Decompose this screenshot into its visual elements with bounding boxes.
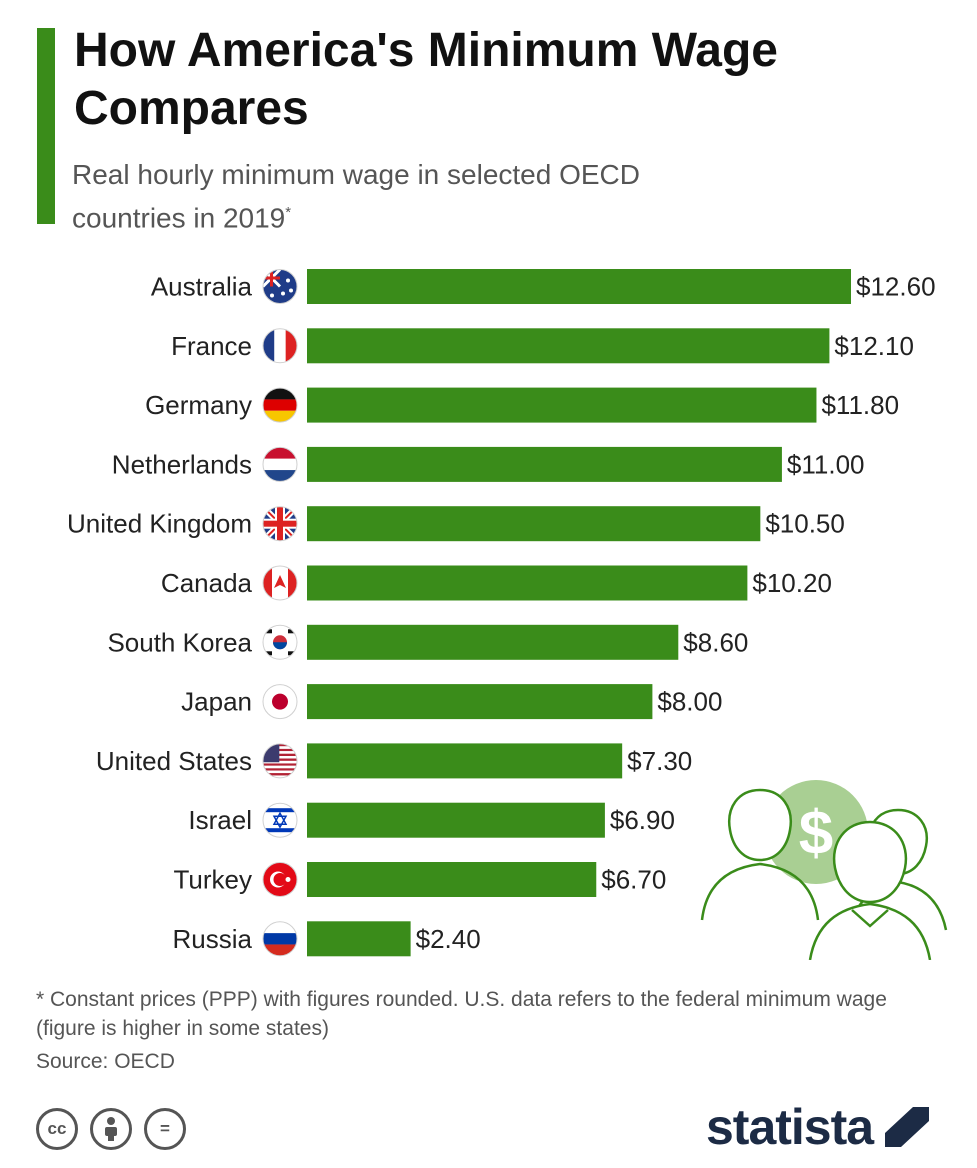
subtitle-text: Real hourly minimum wage in selected OEC… — [72, 159, 640, 234]
value-label: $7.30 — [627, 746, 692, 776]
netherlands-flag-icon — [262, 446, 298, 482]
value-label: $2.40 — [416, 924, 481, 954]
bar — [307, 921, 411, 957]
value-label: $11.00 — [787, 449, 865, 479]
person-head-center — [832, 820, 908, 904]
chart-subtitle: Real hourly minimum wage in selected OEC… — [72, 156, 752, 237]
category-label: Japan — [181, 687, 252, 717]
united-states-flag-icon — [262, 743, 298, 779]
bar — [307, 684, 653, 720]
category-label: Turkey — [174, 865, 253, 895]
statista-logo[interactable]: statista — [706, 1098, 930, 1156]
category-label: Australia — [151, 272, 253, 302]
russia-flag-icon — [262, 921, 298, 957]
footnote: * Constant prices (PPP) with figures rou… — [36, 988, 887, 1040]
france-flag-icon — [262, 328, 298, 364]
value-label: $12.10 — [834, 331, 914, 361]
category-label: South Korea — [107, 627, 252, 657]
category-label: Israel — [188, 805, 252, 835]
value-label: $10.50 — [765, 509, 845, 539]
bar — [307, 565, 748, 601]
bar — [307, 802, 605, 838]
category-label: France — [171, 331, 252, 361]
person-collar — [851, 909, 889, 928]
statista-logo-icon — [885, 1107, 930, 1147]
license-icons: cc = — [36, 1108, 186, 1150]
value-label: $8.60 — [683, 627, 748, 657]
category-label: Canada — [161, 568, 253, 598]
value-label: $12.60 — [856, 272, 936, 302]
germany-flag-icon — [262, 387, 298, 423]
value-label: $11.80 — [821, 390, 899, 420]
israel-flag-icon — [262, 802, 298, 838]
bar — [307, 743, 623, 779]
category-label: Netherlands — [112, 449, 252, 479]
category-label: Russia — [173, 924, 253, 954]
bar-chart: Australia $12.60 France $12.10 Germany $11.80… — [67, 269, 936, 957]
people-dollar-icon: $ — [700, 780, 948, 960]
dollar-sign: $ — [799, 799, 833, 868]
chart-title: How America's Minimum Wage Compares — [74, 24, 778, 135]
bar — [307, 328, 830, 364]
south-korea-flag-icon — [262, 624, 298, 660]
subtitle-footnote-mark: * — [285, 204, 292, 221]
value-label: $8.00 — [657, 687, 722, 717]
category-label: United States — [96, 746, 252, 776]
category-label: United Kingdom — [67, 509, 252, 539]
united-kingdom-flag-icon — [262, 506, 298, 542]
attribution-icon[interactable] — [90, 1108, 132, 1150]
person-body-left — [700, 862, 820, 921]
bar — [307, 269, 851, 304]
no-derivatives-icon[interactable]: = — [144, 1108, 186, 1150]
person-glyph — [105, 1117, 117, 1141]
source-note: Source: OECD — [36, 1050, 175, 1073]
bar — [307, 446, 782, 482]
canada-flag-icon — [262, 565, 298, 601]
turkey-flag-icon — [262, 862, 298, 897]
value-label: $10.20 — [752, 568, 832, 598]
bar — [307, 387, 817, 423]
bar — [307, 506, 761, 542]
japan-flag-icon — [262, 684, 298, 720]
value-label: $6.90 — [610, 805, 675, 835]
person-head-left — [728, 788, 792, 862]
person-body-center — [808, 902, 932, 960]
category-label: Germany — [145, 390, 252, 420]
creative-commons-icon[interactable]: cc — [36, 1108, 78, 1150]
value-label: $6.70 — [601, 865, 666, 895]
australia-flag-icon — [262, 269, 298, 304]
bar — [307, 862, 597, 897]
brand-name: statista — [706, 1099, 874, 1155]
accent-bar — [37, 28, 55, 224]
bar — [307, 624, 679, 660]
